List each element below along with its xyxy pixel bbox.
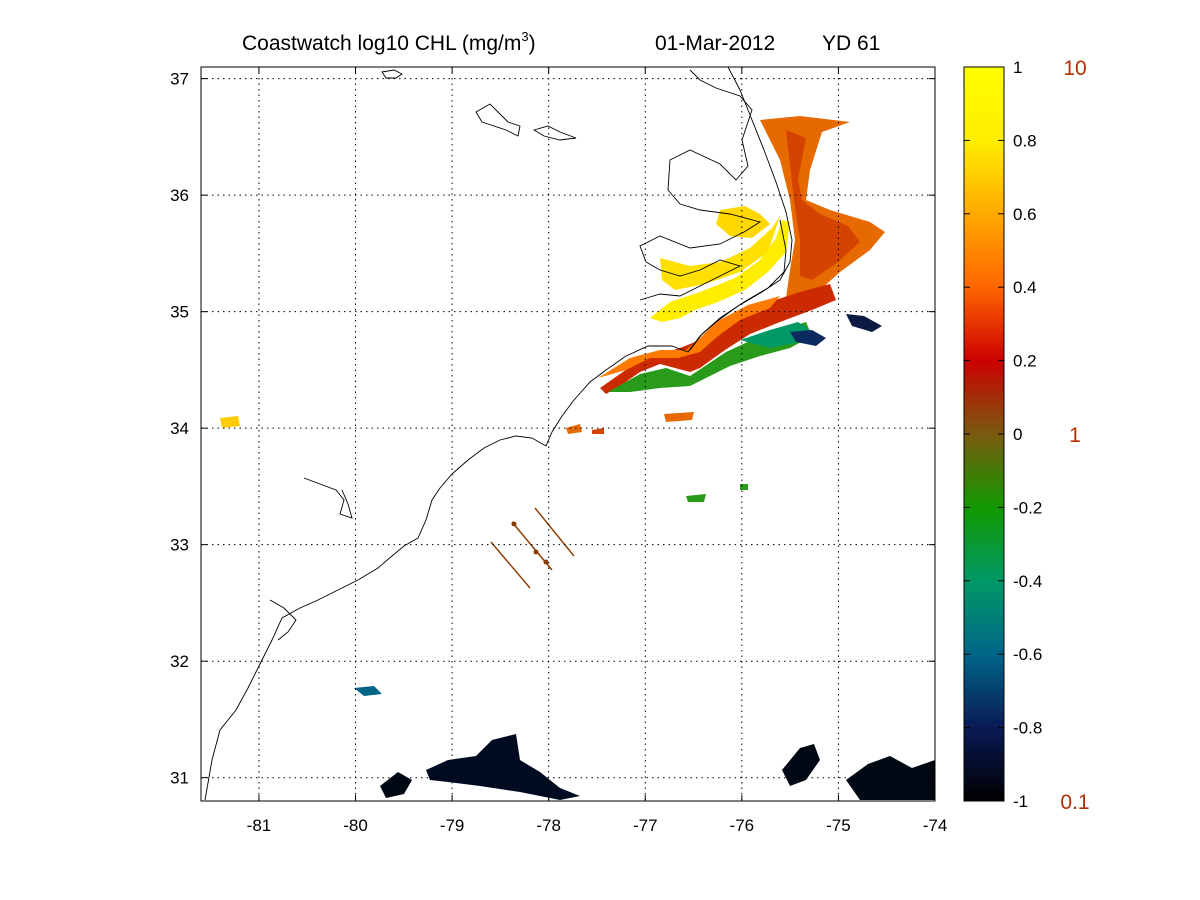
small-patch-1 [566, 424, 582, 434]
map-axes: -81 -80 -79 -78 -77 -76 -75 -74 31 32 33 34 35 36 37 [170, 67, 947, 835]
colorbar-chl-label: 0.1 [1060, 791, 1089, 814]
south-dark-patch-2 [426, 734, 580, 800]
colorbar: 1 0.8 0.6 0.4 0.2 0 -0.2 -0.4 -0.6 -0.8 -1 10 1 0.1 [963, 57, 1090, 814]
south-dark-patch-3 [782, 744, 820, 786]
inland-river-5 [269, 599, 297, 641]
colorbar-ticks: 1 0.8 0.6 0.4 0.2 0 -0.2 -0.4 -0.6 -0.8 -1 [964, 58, 1042, 811]
ship-track-3 [534, 507, 575, 557]
tick-label-lat: 35 [170, 303, 189, 322]
coastline-barrier-inner [689, 219, 787, 351]
title-unit-exponent: 3 [521, 29, 528, 44]
coastline [204, 67, 793, 801]
tick-label-lon: -74 [923, 816, 948, 835]
tick-label-lon: -80 [343, 816, 368, 835]
small-patch-2 [664, 412, 694, 422]
tick-label-lon: -77 [633, 816, 658, 835]
small-patch-4 [686, 494, 706, 502]
colorbar-gradient [963, 66, 1005, 802]
colorbar-tick-label: -0.2 [1013, 498, 1042, 517]
sound-high-chl-area-north [660, 216, 780, 290]
tick-label-lat: 33 [170, 536, 189, 555]
map-title: Coastwatch log10 CHL (mg/m3) [242, 29, 536, 55]
ship-track-marker-2 [533, 549, 539, 555]
colorbar-tick-label: 0.2 [1013, 352, 1037, 371]
title-yearday: YD 61 [822, 32, 880, 55]
inland-river-1 [475, 103, 521, 137]
small-patch-3 [592, 428, 604, 434]
tick-label-lat: 32 [170, 652, 189, 671]
colorbar-chl-label: 1 [1069, 424, 1081, 447]
tick-label-lon: -79 [440, 816, 465, 835]
colorbar-tick-label: 1 [1013, 58, 1022, 77]
tick-label-lon: -78 [536, 816, 561, 835]
ship-track-marker-3 [543, 559, 549, 565]
dark-blue-patch [790, 330, 826, 346]
inland-river-4 [303, 477, 353, 519]
south-dark-patch-4 [846, 756, 935, 800]
dark-patch-north-east [846, 314, 882, 332]
tick-label-lat: 36 [170, 186, 189, 205]
colorbar-chl-labels: 10 1 0.1 [1060, 57, 1089, 814]
small-patch-5 [740, 484, 748, 490]
colorbar-tick-label: 0 [1013, 425, 1022, 444]
colorbar-tick-label: -0.4 [1013, 572, 1042, 591]
chlorophyll-field [220, 116, 935, 800]
tick-label-lon: -81 [247, 816, 272, 835]
colorbar-tick-label: -0.8 [1013, 719, 1042, 738]
inland-river-3 [381, 69, 403, 79]
title-date: 01-Mar-2012 [655, 32, 775, 55]
title-unit-close: ) [529, 32, 536, 55]
tick-label-lat: 34 [170, 419, 189, 438]
south-dark-patch-1 [380, 772, 412, 798]
map-frame [200, 66, 936, 802]
coastline-main [204, 67, 793, 801]
colorbar-tick-label: 0.4 [1013, 278, 1037, 297]
small-patch-7 [354, 686, 382, 696]
ship-track-1 [490, 541, 531, 589]
shelf-band-orange [598, 296, 780, 378]
colorbar-tick-label: -1 [1013, 792, 1028, 811]
tick-label-lat: 37 [170, 70, 189, 89]
tick-label-lon: -76 [730, 816, 755, 835]
tick-label-lat: 31 [170, 769, 189, 788]
ship-tracks [490, 507, 575, 589]
outer-shelf-teal [740, 322, 810, 348]
small-patch-6 [220, 416, 240, 428]
map-panel: -81 -80 -79 -78 -77 -76 -75 -74 31 32 33 34 35 36 37 [170, 66, 947, 835]
coastline-sounds [639, 69, 762, 301]
colorbar-tick-label: 0.8 [1013, 131, 1037, 150]
ship-track-marker-1 [511, 521, 517, 527]
offshore-plume-core [786, 130, 860, 280]
colorbar-chl-label: 10 [1063, 57, 1086, 80]
tick-label-lon: -75 [826, 816, 851, 835]
colorbar-tick-label: 0.6 [1013, 205, 1037, 224]
inland-river-2 [532, 125, 577, 141]
title-product: Coastwatch log10 CHL (mg/m [242, 32, 521, 55]
shelf-band-red [600, 284, 836, 394]
colorbar-tick-label: -0.6 [1013, 645, 1042, 664]
